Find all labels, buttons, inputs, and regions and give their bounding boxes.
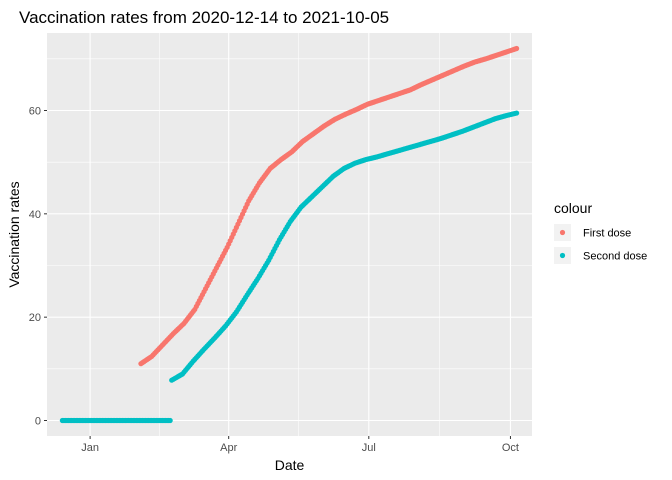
legend-key — [559, 252, 566, 259]
legend-key — [559, 229, 566, 236]
legend: colour First dose Second dose — [554, 200, 647, 264]
series-first-dose — [138, 45, 520, 367]
data-point — [514, 110, 520, 116]
y-tick-label: 60 — [29, 106, 41, 118]
data-point — [167, 417, 173, 424]
plot-panel — [47, 33, 532, 436]
x-tick-label: Oct — [502, 442, 519, 454]
legend-label: First dose — [583, 228, 631, 240]
y-tick-label: 20 — [29, 312, 41, 324]
data-point — [514, 45, 520, 52]
legend-label: Second dose — [583, 251, 647, 263]
y-axis-title: Vaccination rates — [6, 181, 22, 287]
y-tick-label: 40 — [29, 209, 41, 221]
y-tick-label: 0 — [35, 416, 41, 428]
grid-lines — [47, 33, 532, 436]
legend-title: colour — [554, 200, 592, 216]
series-second-dose — [59, 110, 520, 424]
x-tick-label: Apr — [220, 442, 237, 454]
x-axis-title: Date — [275, 457, 305, 473]
x-tick-label: Jan — [81, 442, 99, 454]
x-axis-ticks: Jan Apr Jul Oct — [81, 436, 519, 454]
data-points — [59, 45, 520, 424]
chart-title: Vaccination rates from 2020-12-14 to 202… — [19, 8, 389, 27]
x-tick-label: Jul — [362, 442, 376, 454]
y-axis-ticks: 0 20 40 60 — [29, 106, 47, 428]
